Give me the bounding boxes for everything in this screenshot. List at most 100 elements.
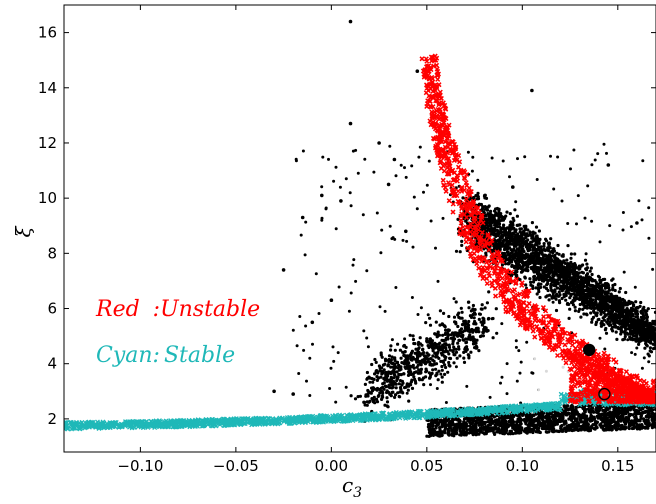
scatter-point	[427, 345, 431, 350]
scatter-point	[556, 429, 560, 433]
scatter-point	[385, 396, 389, 400]
scatter-point	[575, 289, 579, 293]
scatter-point	[493, 228, 497, 232]
scatter-point	[599, 309, 603, 313]
scatter-point	[566, 244, 570, 248]
scatter-point	[535, 247, 540, 251]
scatter-point	[479, 202, 483, 207]
scatter-point	[636, 328, 641, 332]
scatter-point	[458, 316, 462, 320]
scatter-point	[616, 306, 620, 310]
scatter-point	[549, 259, 553, 263]
scatter-point	[503, 421, 507, 425]
scatter-point	[384, 359, 388, 363]
scatter-point	[618, 286, 622, 291]
scatter-point	[474, 430, 478, 434]
scatter-point	[452, 361, 456, 365]
scatter-point	[556, 294, 560, 298]
scatter-point	[511, 216, 515, 220]
scatter-point	[514, 233, 518, 238]
scatter-point	[485, 208, 490, 212]
scatter-point	[538, 237, 542, 241]
scatter-point	[483, 306, 487, 310]
scatter-point	[534, 253, 538, 257]
scatter-point	[363, 382, 367, 386]
scatter-point	[614, 411, 618, 415]
scatter-point	[406, 356, 410, 360]
scatter-point	[413, 379, 417, 383]
scatter-point	[452, 434, 456, 438]
scatter-point	[651, 319, 655, 323]
scatter-point	[466, 353, 470, 357]
scatter-point	[591, 423, 595, 427]
scatter-point	[480, 303, 484, 307]
scatter-point	[362, 400, 366, 404]
scatter-point	[456, 324, 460, 329]
scatter-point	[428, 363, 432, 367]
scatter-point	[437, 431, 441, 435]
scatter-point	[471, 303, 475, 308]
scatter-point	[603, 328, 608, 332]
scatter-point	[547, 423, 552, 427]
scatter-point	[650, 426, 655, 430]
scatter-point	[643, 410, 647, 414]
scatter-point	[410, 365, 414, 369]
scatter-point	[587, 275, 591, 279]
scatter-point	[602, 318, 607, 322]
scatter-point	[498, 225, 502, 229]
scatter-point	[515, 270, 519, 274]
scatter-point	[451, 331, 455, 335]
scatter-point	[603, 308, 607, 312]
scatter-point	[446, 370, 450, 374]
scatter-point	[517, 417, 521, 421]
scatter-point	[528, 259, 532, 263]
scatter-point	[591, 283, 595, 288]
scatter-point	[462, 350, 466, 354]
scatter-point	[507, 261, 511, 265]
scatter-point	[541, 418, 545, 422]
scatter-point	[646, 325, 650, 330]
scatter-point	[399, 373, 403, 377]
scatter-point	[545, 268, 549, 272]
scatter-point	[578, 264, 582, 268]
scatter-point	[524, 224, 528, 228]
scatter-point	[496, 232, 500, 236]
scatter-point	[433, 332, 437, 336]
scatter-point	[407, 371, 411, 375]
scatter-point	[643, 329, 647, 333]
scatter-point	[434, 374, 438, 378]
scatter-point	[634, 306, 638, 310]
scatter-point	[414, 347, 418, 351]
scatter-point	[571, 408, 575, 412]
scatter-point	[477, 432, 481, 436]
scatter-point	[485, 301, 489, 305]
scatter-point	[446, 428, 450, 432]
scatter-point	[368, 399, 372, 403]
scatter-point	[635, 338, 639, 342]
scatter-point	[365, 400, 369, 404]
scatter-point	[531, 286, 535, 290]
scatter-point	[391, 390, 395, 394]
scatter-point	[650, 412, 654, 416]
scatter-point	[642, 316, 646, 321]
black-scatter-cloud	[272, 19, 656, 438]
scatter-point	[477, 349, 481, 353]
scatter-point	[640, 311, 645, 315]
scatter-point	[537, 229, 542, 233]
scatter-point	[607, 425, 611, 430]
scatter-point	[411, 334, 415, 338]
scatter-point	[583, 296, 587, 300]
scatter-point	[389, 365, 393, 369]
scatter-point	[586, 278, 591, 283]
scatter-point	[418, 336, 422, 340]
scatter-point	[478, 418, 482, 422]
scatter-point	[537, 290, 541, 294]
scatter-point	[574, 418, 578, 423]
scatter-point	[607, 288, 612, 292]
scatter-point	[425, 337, 429, 341]
scatter-point	[479, 430, 483, 434]
scatter-point	[498, 429, 502, 433]
scatter-point	[614, 407, 618, 411]
scatter-point	[422, 383, 426, 387]
scatter-point	[465, 417, 470, 421]
